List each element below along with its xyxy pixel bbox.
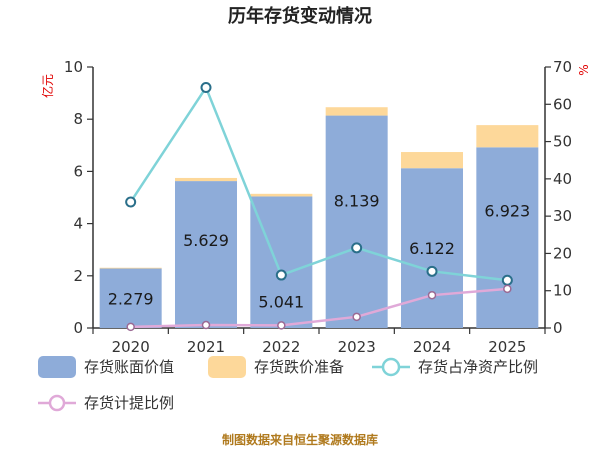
bar-data-label: 2.279 <box>108 289 154 308</box>
point-provision-ratio <box>277 321 286 330</box>
bar-inventory-value <box>99 268 162 328</box>
chart-title: 历年存货变动情况 <box>228 5 372 27</box>
point-inventory-to-net-assets <box>426 265 438 277</box>
x-tick-label: 2020 <box>112 338 150 356</box>
bar-data-label: 6.122 <box>409 239 455 258</box>
bar-inventory-value <box>476 147 539 328</box>
legend-swatch <box>38 356 76 378</box>
left-tick-label: 2 <box>73 267 83 285</box>
point-inventory-to-net-assets <box>275 269 287 281</box>
bar-impairment-reserve <box>175 177 237 182</box>
right-tick-label: 10 <box>553 282 572 300</box>
point-inventory-to-net-assets <box>351 242 363 254</box>
right-tick-label: 20 <box>553 244 572 262</box>
x-tick-label: 2022 <box>262 338 300 356</box>
legend-label: 存货跌价准备 <box>254 358 344 376</box>
point-provision-ratio <box>427 290 437 300</box>
legend-label: 存货计提比例 <box>84 394 174 412</box>
bar-inventory-value <box>250 196 313 328</box>
left-tick-label: 10 <box>64 58 83 76</box>
right-tick-label: 70 <box>553 58 572 76</box>
legend-label: 存货占净资产比例 <box>418 358 538 376</box>
x-tick-label: 2025 <box>488 338 526 356</box>
bar-impairment-reserve <box>401 152 463 169</box>
bar-data-label: 6.923 <box>484 202 530 221</box>
bar-data-label: 5.041 <box>258 293 304 312</box>
legend-swatch <box>208 356 246 378</box>
left-tick-label: 0 <box>73 319 83 337</box>
bar-data-label: 8.139 <box>334 192 380 211</box>
point-inventory-to-net-assets <box>200 82 212 94</box>
point-inventory-to-net-assets <box>125 196 137 208</box>
point-inventory-to-net-assets <box>501 274 513 286</box>
legend-label: 存货账面价值 <box>84 358 174 376</box>
right-axis-unit: % <box>577 64 591 75</box>
point-provision-ratio <box>201 320 211 330</box>
legend-marker <box>381 357 401 377</box>
line-provision-ratio <box>130 287 508 329</box>
legend-marker <box>48 394 66 412</box>
point-provision-ratio <box>126 322 135 332</box>
left-tick-label: 8 <box>73 110 83 128</box>
right-tick-label: 40 <box>553 170 572 188</box>
x-tick-label: 2021 <box>187 338 225 356</box>
source-note: 制图数据来自恒生聚源数据库 <box>222 432 378 447</box>
right-tick-label: 30 <box>553 207 572 225</box>
line-inventory-to-net-assets <box>129 84 508 282</box>
bar-inventory-value <box>175 181 237 328</box>
left-tick-label: 6 <box>73 162 83 180</box>
bar-impairment-reserve <box>99 267 162 269</box>
bar-inventory-value <box>325 115 388 328</box>
x-tick-label: 2024 <box>413 338 451 356</box>
plot-area: 0 2 4 6 8 10 0 10 20 30 40 50 60 70 2020 2021 2022 2023 20… <box>64 58 572 356</box>
right-tick-label: 60 <box>553 95 572 113</box>
left-tick-label: 4 <box>73 215 83 233</box>
right-tick-label: 0 <box>553 319 563 337</box>
x-tick-label: 2023 <box>338 338 376 356</box>
right-tick-label: 50 <box>553 133 572 151</box>
bar-impairment-reserve <box>250 193 313 197</box>
left-axis-unit: 亿元 <box>40 74 55 98</box>
point-provision-ratio <box>503 284 512 294</box>
bar-impairment-reserve <box>325 107 388 116</box>
point-provision-ratio <box>352 312 361 322</box>
bar-data-label: 5.629 <box>183 231 229 250</box>
bar-impairment-reserve <box>476 125 539 148</box>
